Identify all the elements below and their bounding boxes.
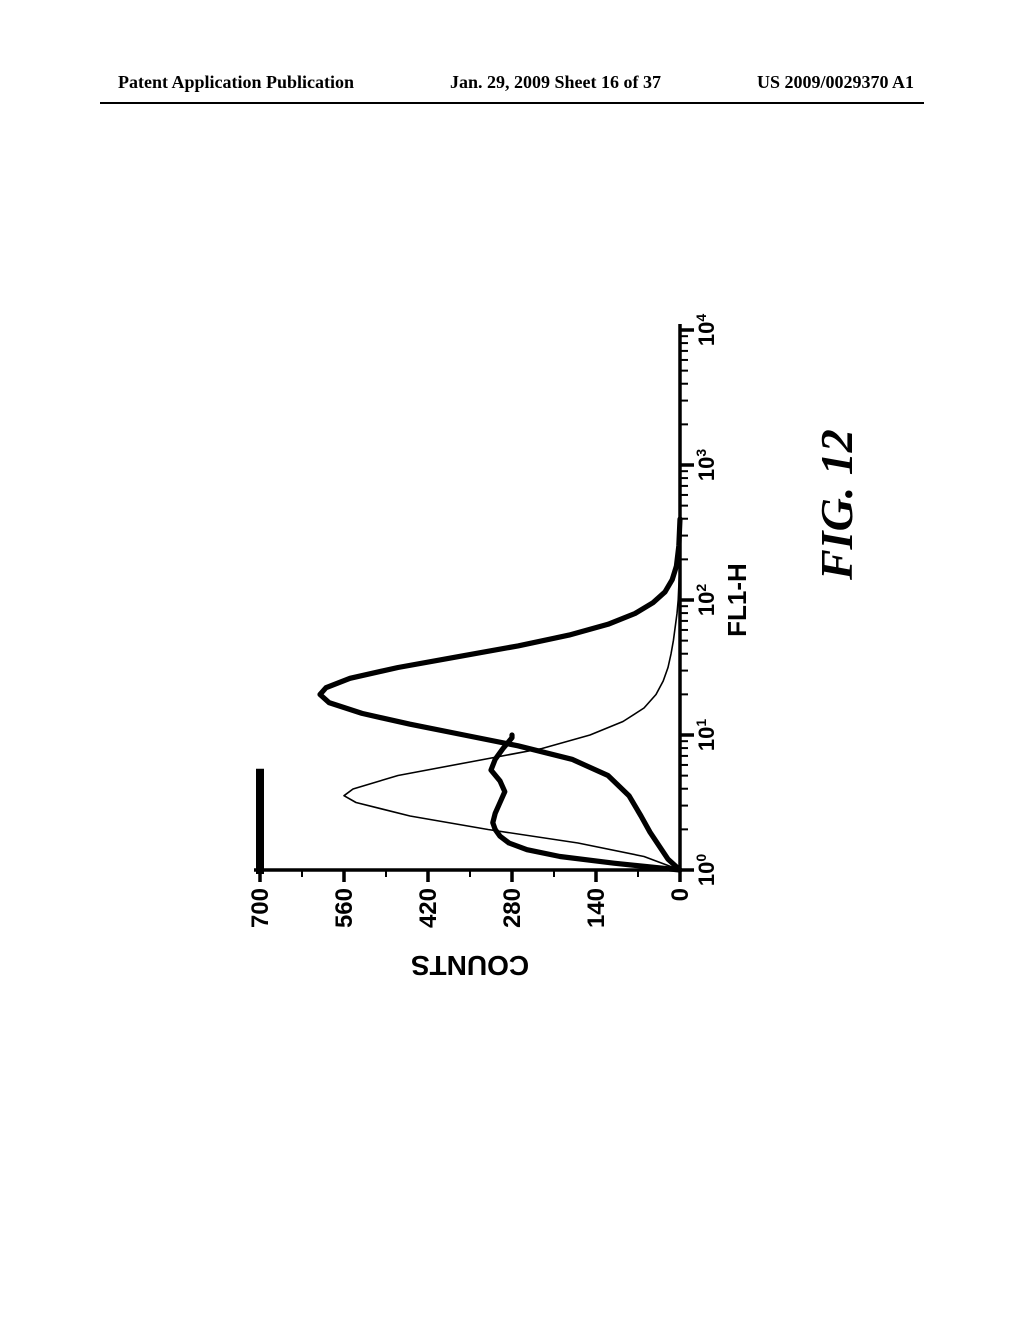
svg-text:FL1-H: FL1-H [722,563,752,637]
svg-text:140: 140 [583,888,610,928]
header-center: Jan. 29, 2009 Sheet 16 of 37 [450,72,661,93]
header-left: Patent Application Publication [118,72,354,93]
header-right: US 2009/0029370 A1 [757,72,914,93]
svg-text:102: 102 [693,584,719,616]
header-divider [100,102,924,104]
svg-text:0: 0 [667,888,694,901]
figure-area: 0 140 280 420 560 700 100 101 102 103 104 FL1-H COUN… [190,260,850,1040]
flow-cytometry-histogram: 0 140 280 420 560 700 100 101 102 103 104 FL1-H COUN… [190,260,850,1040]
svg-text:100: 100 [693,854,719,886]
svg-text:101: 101 [693,719,719,751]
svg-text:COUNTS: COUNTS [411,950,529,981]
svg-text:280: 280 [499,888,526,928]
svg-text:104: 104 [693,314,719,346]
figure-label: FIG. 12 [810,429,863,580]
svg-text:103: 103 [693,449,719,481]
svg-text:560: 560 [331,888,358,928]
svg-text:700: 700 [247,888,274,928]
page-header: Patent Application Publication Jan. 29, … [0,72,1024,93]
svg-text:420: 420 [415,888,442,928]
